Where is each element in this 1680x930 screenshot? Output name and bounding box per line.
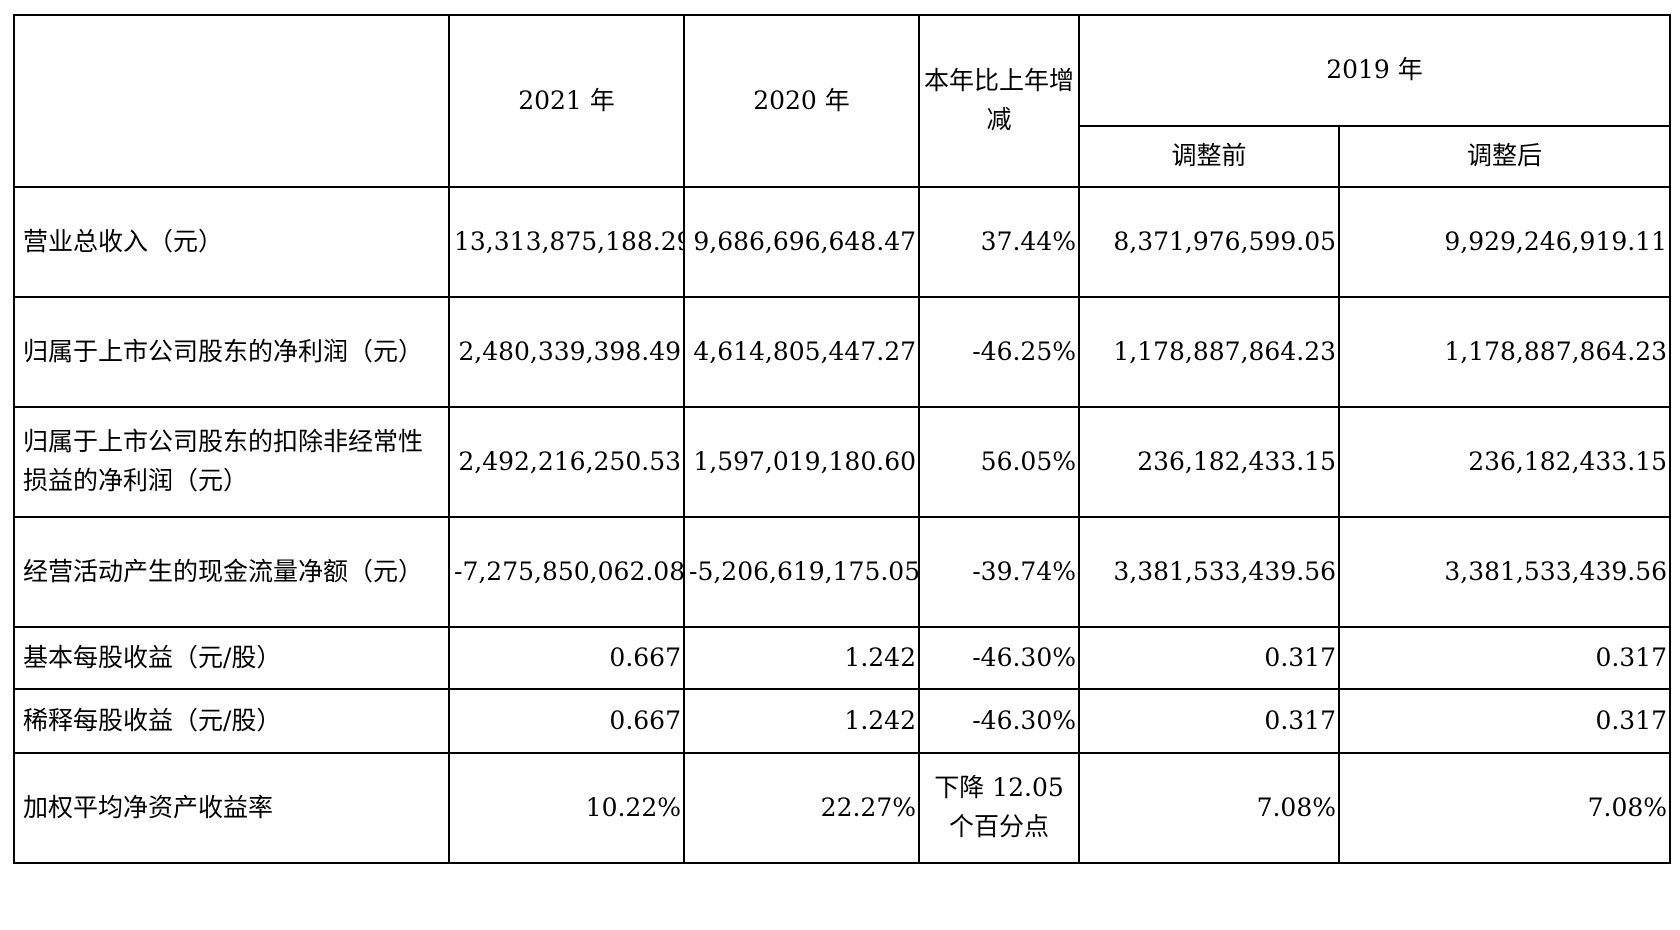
row-label: 归属于上市公司股东的净利润（元）: [13, 296, 450, 408]
table-row: 加权平均净资产收益率 10.22% 22.27% 下降 12.05 个百分点 7…: [13, 752, 1672, 864]
header-blank-cell: [13, 14, 450, 188]
row-label: 归属于上市公司股东的扣除非经常性损益的净利润（元）: [13, 406, 450, 518]
value-2019-after: 236,182,433.15: [1337, 406, 1672, 518]
value-2021: 10.22%: [448, 752, 685, 864]
financial-summary-table: 2021 年 2020 年 本年比上年增减 2019 年 调整前 调整后 营业总…: [13, 14, 1672, 864]
table-row: 营业总收入（元） 13,313,875,188.29 9,686,696,648…: [13, 186, 1672, 298]
value-change: 37.44%: [918, 186, 1080, 298]
header-2019-after-adjustment: 调整后: [1337, 125, 1672, 188]
value-2019-after: 0.317: [1337, 626, 1672, 690]
value-2021: 2,492,216,250.53: [448, 406, 685, 518]
value-2019-after: 9,929,246,919.11: [1337, 186, 1672, 298]
header-2021: 2021 年: [448, 14, 685, 188]
row-label: 稀释每股收益（元/股）: [13, 688, 450, 754]
value-2019-after: 0.317: [1337, 688, 1672, 754]
value-2019-before: 3,381,533,439.56: [1078, 516, 1340, 628]
table-row: 归属于上市公司股东的净利润（元） 2,480,339,398.49 4,614,…: [13, 296, 1672, 408]
value-2019-after: 1,178,887,864.23: [1337, 296, 1672, 408]
table-row: 经营活动产生的现金流量净额（元） -7,275,850,062.08 -5,20…: [13, 516, 1672, 628]
header-row-2: 调整前 调整后: [14, 125, 1672, 188]
value-2019-before: 1,178,887,864.23: [1078, 296, 1340, 408]
value-2020: 1.242: [683, 688, 920, 754]
value-2020: 1.242: [683, 626, 920, 690]
header-row-1: 2021 年 2020 年 本年比上年增减 2019 年: [13, 14, 1672, 188]
header-2019-before-adjustment: 调整前: [1078, 125, 1340, 188]
value-2020: -5,206,619,175.05: [683, 516, 920, 628]
value-change: -46.25%: [918, 296, 1080, 408]
header-2020: 2020 年: [683, 14, 920, 188]
value-2019-before: 8,371,976,599.05: [1078, 186, 1340, 298]
value-2020: 9,686,696,648.47: [683, 186, 920, 298]
value-change: -39.74%: [918, 516, 1080, 628]
table-row: 基本每股收益（元/股） 0.667 1.242 -46.30% 0.317 0.…: [13, 626, 1672, 690]
value-change: 56.05%: [918, 406, 1080, 518]
row-label: 加权平均净资产收益率: [13, 752, 450, 864]
value-2020: 1,597,019,180.60: [683, 406, 920, 518]
row-label: 基本每股收益（元/股）: [13, 626, 450, 690]
value-2019-before: 0.317: [1078, 626, 1340, 690]
row-label: 经营活动产生的现金流量净额（元）: [13, 516, 450, 628]
row-label: 营业总收入（元）: [13, 186, 450, 298]
value-2020: 22.27%: [683, 752, 920, 864]
header-yoy-change: 本年比上年增减: [918, 14, 1080, 188]
value-change: 下降 12.05 个百分点: [918, 752, 1080, 864]
value-2019-after: 3,381,533,439.56: [1337, 516, 1672, 628]
value-change: -46.30%: [918, 688, 1080, 754]
value-2020: 4,614,805,447.27: [683, 296, 920, 408]
value-change: -46.30%: [918, 626, 1080, 690]
value-2021: 2,480,339,398.49: [448, 296, 685, 408]
value-2021: 13,313,875,188.29: [448, 186, 685, 298]
value-2021: -7,275,850,062.08: [448, 516, 685, 628]
value-2021: 0.667: [448, 626, 685, 690]
value-2019-before: 7.08%: [1078, 752, 1340, 864]
table-row: 归属于上市公司股东的扣除非经常性损益的净利润（元） 2,492,216,250.…: [13, 406, 1672, 518]
value-2019-before: 236,182,433.15: [1078, 406, 1340, 518]
table-row: 稀释每股收益（元/股） 0.667 1.242 -46.30% 0.317 0.…: [13, 688, 1672, 754]
value-2021: 0.667: [448, 688, 685, 754]
header-2019: 2019 年: [1077, 14, 1672, 127]
value-2019-before: 0.317: [1078, 688, 1340, 754]
value-2019-after: 7.08%: [1337, 752, 1672, 864]
